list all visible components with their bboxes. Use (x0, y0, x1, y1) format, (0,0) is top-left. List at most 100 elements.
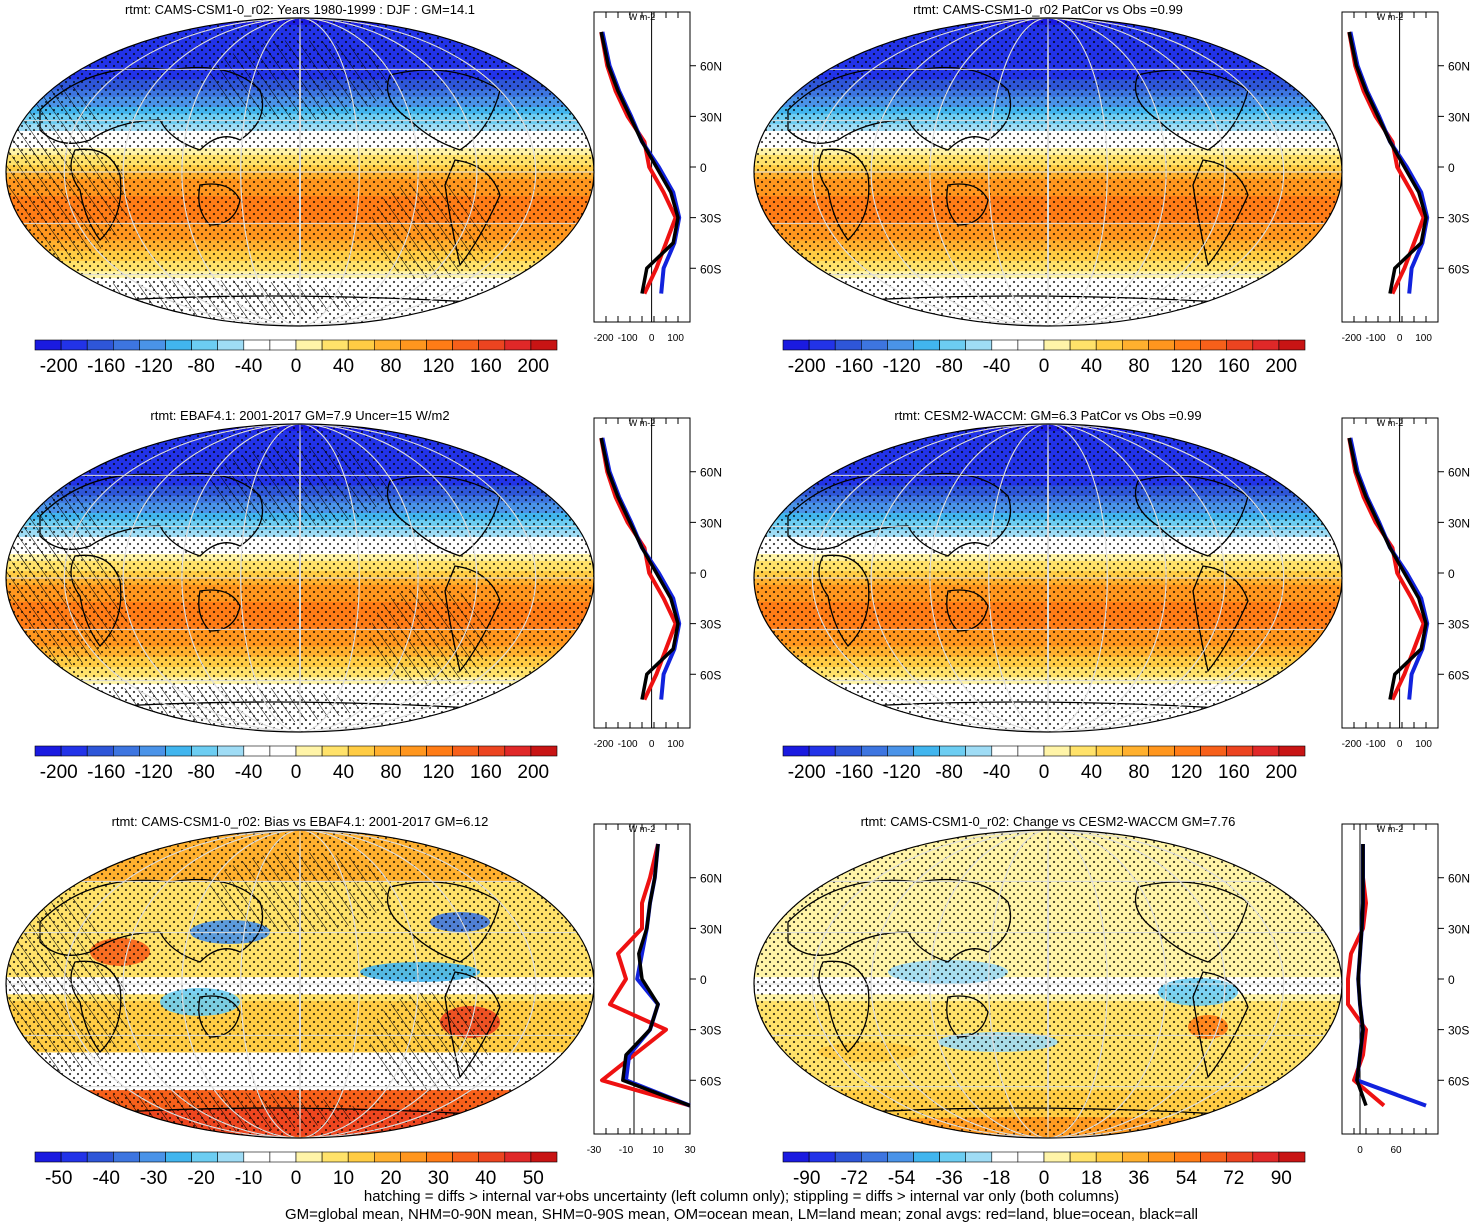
colorbar-box (887, 339, 914, 351)
colorbar-box (60, 1151, 88, 1163)
colorbar-box (1174, 1151, 1201, 1163)
colorbar-box (60, 745, 88, 757)
coastline (1192, 159, 1249, 267)
lat-label: 30S (1448, 1024, 1469, 1038)
colorbar-box (243, 339, 271, 351)
panel-title: rtmt: EBAF4.1: 2001-2017 GM=7.9 Uncer=15… (150, 408, 449, 423)
colorbar-label: 40 (475, 1168, 496, 1189)
panel-p3: rtmt: EBAF4.1: 2001-2017 GM=7.9 Uncer=15… (5, 408, 722, 783)
colorbar-box (1278, 1151, 1306, 1163)
colorbar-label: 0 (291, 356, 302, 377)
colorbar-label: -10 (235, 1168, 262, 1189)
colorbar-box (913, 339, 940, 351)
zonal-line-ocean (624, 843, 691, 1108)
colorbar-box (217, 339, 245, 351)
colorbar-box (217, 745, 245, 757)
panel-title: rtmt: CAMS-CSM1-0_r02: Change vs CESM2-W… (861, 814, 1236, 829)
colorbar-label: 54 (1176, 1168, 1198, 1189)
colorbar-label: -160 (87, 762, 125, 783)
colorbar-box (321, 1151, 349, 1163)
colorbar-label: -80 (187, 762, 214, 783)
zonal-xtick: -200 (1342, 739, 1362, 750)
colorbar-box (34, 745, 62, 757)
colorbar-box (113, 1151, 140, 1163)
coastline (818, 554, 870, 647)
colorbar-label: 90 (1271, 1168, 1292, 1189)
colorbar-label: 72 (1223, 1168, 1244, 1189)
zonal-line-all (599, 437, 680, 700)
lat-label: 30S (1448, 618, 1469, 632)
colorbar-box (139, 1151, 166, 1163)
colorbar-label: 200 (1265, 356, 1297, 377)
coastline (946, 995, 989, 1038)
colorbar-box (347, 1151, 375, 1163)
map (754, 18, 1342, 326)
zonal-xtick: 60 (1390, 1145, 1402, 1156)
graticule (122, 424, 478, 732)
lat-label: 0 (700, 567, 707, 581)
lat-label: 30N (700, 922, 722, 936)
zonal-xtick: 100 (667, 333, 684, 344)
colorbar-label: 120 (1171, 762, 1203, 783)
colorbar-box (834, 745, 862, 757)
colorbar-box (269, 339, 297, 351)
graticule (240, 424, 360, 732)
zonal-xtick: -30 (587, 1145, 602, 1156)
colorbar-box (1017, 745, 1045, 757)
colorbar-box (113, 745, 140, 757)
graticule (299, 18, 301, 326)
map (754, 830, 1342, 1138)
lat-label: 30N (700, 110, 722, 124)
colorbar-box (1069, 339, 1097, 351)
lat-label: 60S (700, 1074, 721, 1088)
colorbar-label: -40 (92, 1168, 119, 1189)
coastline (386, 881, 501, 963)
colorbar-box (452, 1151, 480, 1163)
colorbar-box (1069, 745, 1097, 757)
zonal-line-all (1347, 437, 1428, 700)
lat-label: 0 (1448, 567, 1455, 581)
colorbar-box (217, 1151, 245, 1163)
zonal-xtick: -10 (619, 1145, 634, 1156)
colorbar-box (1017, 1151, 1045, 1163)
colorbar-box (1226, 339, 1254, 351)
zonal-xtick: -100 (618, 333, 638, 344)
coastline (818, 148, 870, 241)
hatching (370, 180, 490, 280)
colorbar-box (808, 339, 836, 351)
colorbar-box (478, 339, 506, 351)
colorbar-box (191, 745, 219, 757)
colorbar-box (1252, 745, 1280, 757)
panel-title: rtmt: CAMS-CSM1-0_r02: Years 1980-1999 :… (125, 2, 475, 17)
lat-label: 60S (1448, 668, 1469, 682)
colorbar-label: 18 (1081, 1168, 1102, 1189)
coastline (1192, 565, 1249, 673)
colorbar-box (1174, 339, 1201, 351)
zonal-xtick: -200 (594, 739, 614, 750)
colorbar-box (808, 1151, 836, 1163)
colorbar-box (504, 745, 532, 757)
colorbar-label: -200 (788, 356, 826, 377)
colorbar-label: -20 (187, 1168, 214, 1189)
colorbar-box (321, 339, 349, 351)
coastline (946, 183, 989, 226)
graticule (988, 830, 1108, 1138)
colorbar-label: 120 (423, 356, 455, 377)
zonal-line-ocean (1348, 31, 1430, 294)
colorbar-box (1095, 1151, 1123, 1163)
colorbar-label: 40 (333, 356, 354, 377)
colorbar-box (478, 745, 506, 757)
colorbar-label: 0 (291, 762, 302, 783)
zonal-xtick: 0 (649, 739, 655, 750)
lat-label: 60N (700, 60, 722, 74)
colorbar-label: -40 (983, 762, 1010, 783)
colorbar-box (400, 1151, 427, 1163)
colorbar-box (939, 1151, 967, 1163)
graticule (870, 424, 1226, 732)
colorbar-box (991, 745, 1019, 757)
footer-line-1: hatching = diffs > internal var+obs unce… (363, 1188, 1120, 1205)
coastline (1134, 881, 1249, 963)
colorbar-box (191, 1151, 219, 1163)
coastline (444, 971, 501, 1079)
hatching (370, 586, 490, 686)
